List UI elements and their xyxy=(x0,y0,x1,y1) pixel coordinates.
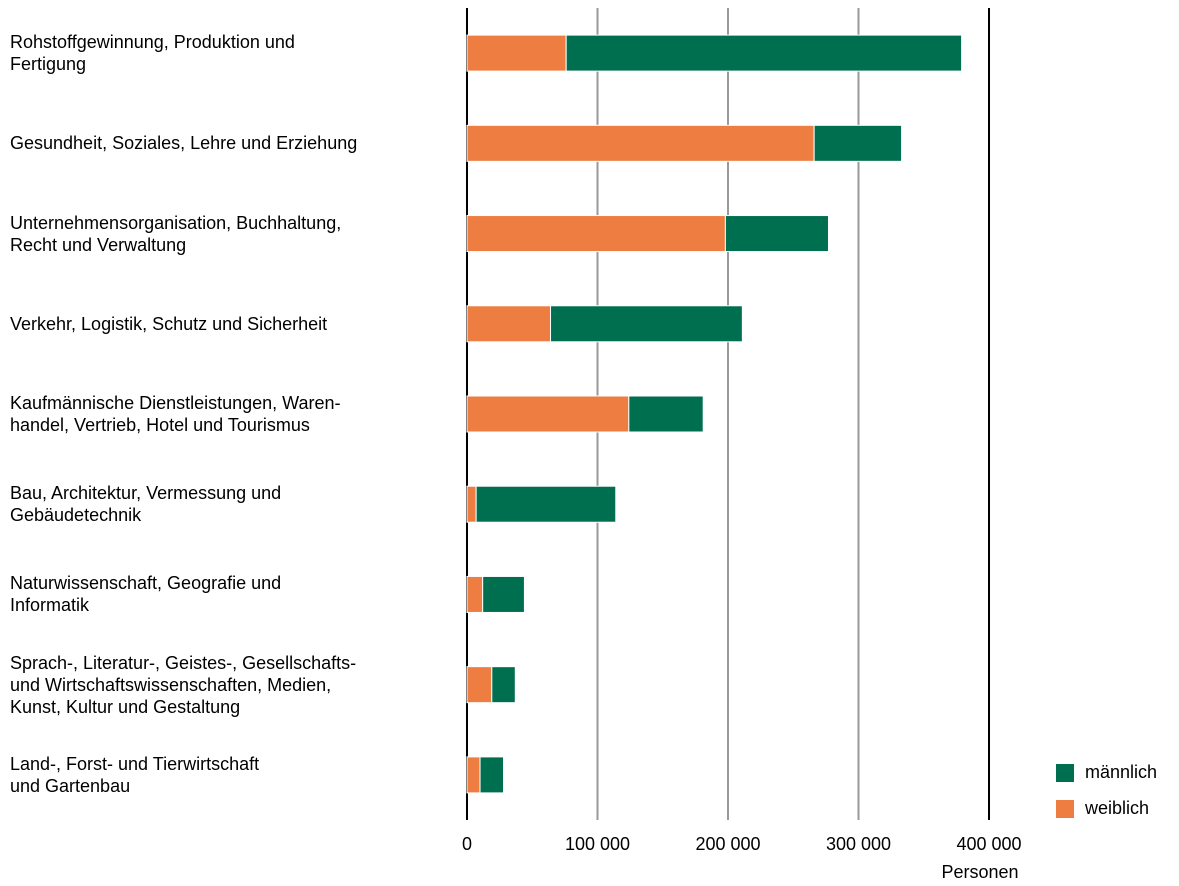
bar-segment xyxy=(466,575,484,613)
category-label: Sprach-, Literatur-, Geistes-, Gesellsch… xyxy=(10,652,357,717)
bar-segment xyxy=(466,485,477,523)
x-tick-label: 400 000 xyxy=(956,834,1021,854)
x-tick-label: 300 000 xyxy=(826,834,891,854)
bar-segment xyxy=(466,215,726,253)
category-label: Unternehmensorganisation, Buchhaltung, R… xyxy=(10,212,342,255)
legend-swatch xyxy=(1056,764,1074,782)
category-label: Verkehr, Logistik, Schutz und Sicherheit xyxy=(10,313,328,334)
bar-segment xyxy=(466,395,630,433)
category-label: Rohstoffgewinnung, Produktion und Fertig… xyxy=(10,32,295,75)
x-tick-label: 100 000 xyxy=(565,834,630,854)
x-tick-label: 0 xyxy=(462,834,472,854)
bar-segment xyxy=(466,756,481,794)
bar-segment xyxy=(466,124,815,162)
category-label: Bau, Architektur, Vermessung und Gebäude… xyxy=(10,483,282,526)
x-tick-label: 200 000 xyxy=(695,834,760,854)
legend-swatch xyxy=(1056,800,1074,818)
bar-segment xyxy=(628,395,704,433)
bar-segment xyxy=(466,666,493,704)
bar-segment xyxy=(475,485,617,523)
legend-label: männlich xyxy=(1085,762,1157,782)
bar-segment xyxy=(482,575,525,613)
category-label: Naturwissenschaft, Geografie und Informa… xyxy=(10,573,282,616)
category-label: Kaufmännische Dienstleistungen, Waren- h… xyxy=(10,393,341,435)
bar-segment xyxy=(491,666,516,704)
bar-segment xyxy=(466,305,552,343)
bar-segment xyxy=(550,305,743,343)
bar-segment xyxy=(813,124,903,162)
bar-segment xyxy=(724,215,829,253)
bar-segment xyxy=(466,34,567,72)
legend-label: weiblich xyxy=(1084,798,1149,818)
bar-segment xyxy=(479,756,505,794)
bar-segment xyxy=(565,34,963,72)
category-label: Land-, Forst- und Tierwirtschaft und Gar… xyxy=(10,753,260,796)
category-label: Gesundheit, Soziales, Lehre und Erziehun… xyxy=(10,133,358,154)
x-axis-label: Personen xyxy=(941,862,1018,882)
